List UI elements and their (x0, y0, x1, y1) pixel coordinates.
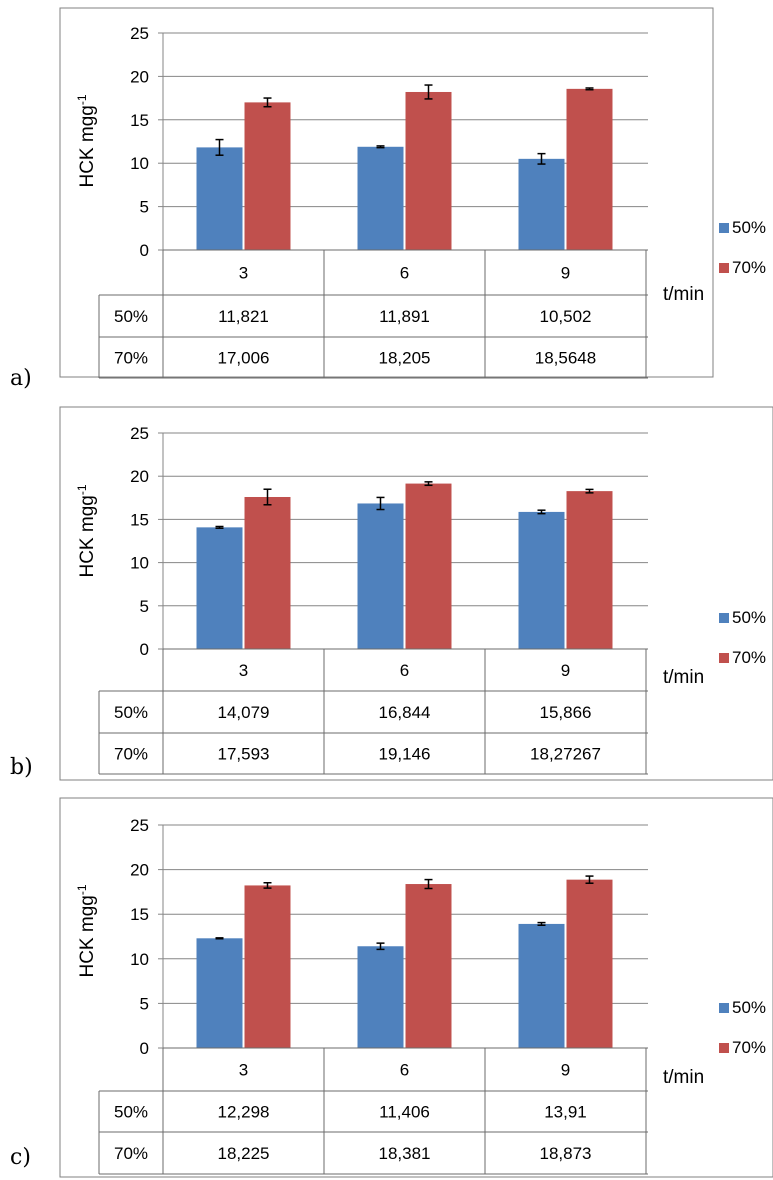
data-label-70: 18,225 (218, 1144, 270, 1163)
y-tick-label: 5 (140, 198, 149, 217)
legend-label-70: 70% (732, 258, 766, 277)
legend-label-70: 70% (732, 648, 766, 667)
bar-70-t3 (244, 102, 291, 251)
y-tick-label: 20 (130, 67, 149, 86)
y-tick-label: 5 (140, 597, 149, 616)
bar-50-t9 (518, 511, 565, 649)
x-axis-title: t/min (663, 667, 704, 688)
bar-50-t6 (357, 503, 404, 649)
y-tick-label: 25 (130, 24, 149, 43)
bar-50-t6 (357, 946, 404, 1048)
y-axis-title: HCK mgg-1 (75, 884, 98, 977)
bar-70-t6 (405, 483, 452, 649)
y-axis-title: HCK mgg-1 (75, 94, 98, 187)
x-axis-title: t/min (663, 284, 704, 305)
category-label: 6 (400, 1061, 409, 1080)
data-label-70: 18,5648 (535, 349, 596, 368)
legend-swatch-50 (719, 223, 729, 233)
data-label-70: 18,381 (379, 1144, 431, 1163)
table-row-label-50: 50% (114, 1103, 148, 1122)
bar-50-t9 (518, 158, 565, 250)
chart-panel-a: 0 5 10 15 20 25 3 11,821 17,006 6 11,891 18,205 9 10,… (59, 7, 766, 379)
table-row-label-70: 70% (114, 745, 148, 764)
y-tick-label: 5 (140, 994, 149, 1013)
bar-50-t3 (196, 147, 243, 250)
table-row-label-50: 50% (114, 307, 148, 326)
x-axis-title: t/min (663, 1067, 704, 1088)
data-label-50: 11,821 (218, 307, 269, 326)
chart-panel-c: 0 5 10 15 20 25 3 12,298 18,225 6 11,406 18,381 9 13,… (59, 797, 773, 1178)
legend-swatch-70 (719, 1043, 729, 1053)
bar-50-t3 (196, 938, 243, 1048)
y-tick-label: 25 (130, 424, 149, 443)
data-label-70: 17,006 (218, 349, 270, 368)
y-tick-label: 10 (130, 950, 149, 969)
y-tick-label: 25 (130, 816, 149, 835)
bar-70-t3 (244, 496, 291, 649)
legend-label-50: 50% (732, 998, 766, 1017)
y-tick-label: 0 (140, 640, 149, 659)
y-tick-label: 20 (130, 861, 149, 880)
data-label-50: 16,844 (379, 703, 431, 722)
data-label-50: 10,502 (540, 307, 592, 326)
table-row-label-70: 70% (114, 349, 148, 368)
bar-70-t9 (566, 879, 613, 1048)
bar-50-t6 (357, 146, 404, 250)
chart-frame (59, 406, 773, 781)
category-label: 6 (400, 264, 409, 283)
chart-panel-b: 0 5 10 15 20 25 3 14,079 17,593 6 16,844 19,146 9 15,… (59, 406, 773, 781)
bar-50-t9 (518, 923, 565, 1048)
data-label-70: 18,27267 (530, 745, 601, 764)
panel-b-label: b) (10, 755, 33, 780)
legend-swatch-50 (719, 613, 729, 623)
category-label: 3 (239, 661, 248, 680)
data-label-70: 19,146 (379, 745, 431, 764)
data-label-70: 18,205 (379, 349, 431, 368)
category-label: 9 (561, 264, 570, 283)
category-label: 9 (561, 661, 570, 680)
data-label-70: 17,593 (218, 745, 270, 764)
category-label: 3 (239, 264, 248, 283)
legend-label-70: 70% (732, 1038, 766, 1057)
data-label-50: 12,298 (218, 1103, 270, 1122)
bar-70-t6 (405, 91, 452, 251)
legend-swatch-50 (719, 1003, 729, 1013)
chart-frame (59, 797, 773, 1178)
y-tick-label: 0 (140, 1039, 149, 1058)
legend-swatch-70 (719, 653, 729, 663)
data-label-50: 11,891 (379, 307, 430, 326)
panel-c-label: c) (10, 1145, 31, 1170)
legend-swatch-70 (719, 263, 729, 273)
bar-50-t3 (196, 527, 243, 649)
category-label: 9 (561, 1061, 570, 1080)
legend-label-50: 50% (732, 608, 766, 627)
category-label: 6 (400, 661, 409, 680)
y-tick-label: 20 (130, 467, 149, 486)
y-tick-label: 15 (130, 111, 149, 130)
chart-frame (59, 7, 714, 378)
data-label-50: 11,406 (379, 1103, 430, 1122)
data-label-50: 15,866 (540, 703, 592, 722)
data-label-50: 13,91 (544, 1103, 587, 1122)
table-row-label-70: 70% (114, 1144, 148, 1163)
panel-a-label: a) (10, 366, 32, 391)
y-tick-label: 0 (140, 241, 149, 260)
y-tick-label: 10 (130, 554, 149, 573)
y-tick-label: 10 (130, 154, 149, 173)
bar-70-t3 (244, 885, 291, 1048)
y-tick-label: 15 (130, 510, 149, 529)
legend-label-50: 50% (732, 218, 766, 237)
category-label: 3 (239, 1061, 248, 1080)
y-tick-label: 15 (130, 905, 149, 924)
bar-70-t9 (566, 88, 613, 250)
bar-70-t6 (405, 884, 452, 1048)
data-label-50: 14,079 (218, 703, 270, 722)
bar-70-t9 (566, 491, 613, 649)
table-row-label-50: 50% (114, 703, 148, 722)
data-label-70: 18,873 (540, 1144, 592, 1163)
y-axis-title: HCK mgg-1 (75, 484, 98, 577)
